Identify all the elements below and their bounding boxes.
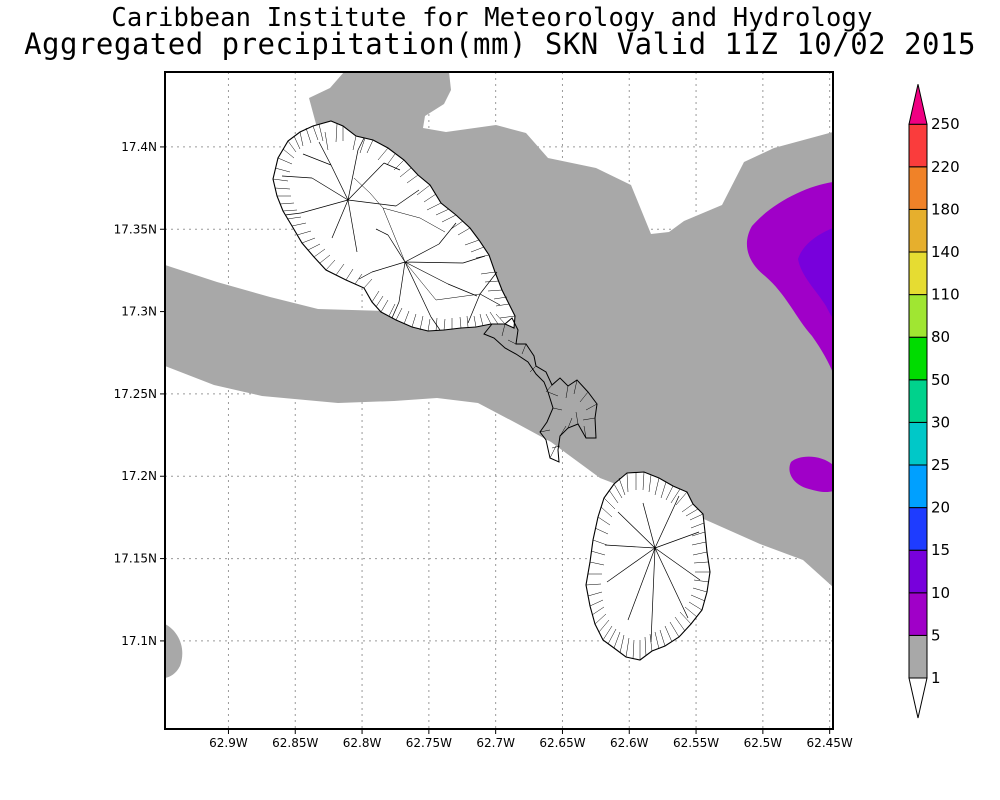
nevis-island — [585, 471, 711, 661]
y-tick-label: 17.15N — [114, 552, 157, 566]
light-rain-area — [165, 72, 833, 587]
legend-swatch — [908, 251, 928, 296]
legend-swatch-overflow — [908, 84, 928, 125]
x-tick-label: 62.6W — [610, 736, 649, 750]
y-tick-label: 17.1N — [121, 634, 157, 648]
legend-label: 20 — [931, 499, 950, 517]
y-tick-label: 17.2N — [121, 469, 157, 483]
southeast-peninsula — [483, 317, 598, 463]
legend-swatch — [908, 677, 928, 719]
moderate-rain-area — [746, 182, 833, 373]
legend-swatch — [908, 592, 928, 636]
plot-frame — [164, 71, 834, 730]
legend-swatch — [908, 336, 928, 381]
legend-label: 1 — [931, 669, 941, 687]
x-axis: 62.9W 62.85W 62.8W 62.75W 62.7W 62.65W 62.6W 62… — [209, 729, 853, 750]
legend-swatch — [908, 379, 928, 423]
legend-swatch — [908, 549, 928, 594]
legend-swatch — [908, 634, 928, 679]
legend-label: 110 — [931, 286, 960, 304]
legend-swatch — [908, 294, 928, 338]
legend-label: 10 — [931, 584, 950, 602]
x-tick-label: 62.9W — [209, 736, 248, 750]
legend-label: 5 — [931, 626, 941, 644]
legend-label: 30 — [931, 413, 950, 431]
y-tick-label: 17.3N — [121, 305, 157, 319]
light-rain-corner — [165, 624, 183, 678]
legend-label: 15 — [931, 541, 950, 559]
chart-title-line-1: Caribbean Institute for Meteorology and … — [111, 3, 873, 33]
x-tick-label: 62.55W — [673, 736, 719, 750]
legend-label: 250 — [931, 115, 960, 133]
legend-label: 220 — [931, 158, 960, 176]
legend-label: 140 — [931, 243, 960, 261]
legend-swatch — [908, 208, 928, 253]
y-tick-label: 17.25N — [114, 387, 157, 401]
legend-swatch — [908, 421, 928, 466]
x-tick-label: 62.8W — [343, 736, 382, 750]
x-tick-label: 62.5W — [744, 736, 783, 750]
st-kitts-island — [272, 120, 516, 332]
x-tick-label: 62.65W — [539, 736, 585, 750]
x-tick-label: 62.45W — [807, 736, 853, 750]
legend-label: 180 — [931, 200, 960, 218]
legend-label: 80 — [931, 328, 950, 346]
legend-swatch — [908, 123, 928, 168]
y-tick-label: 17.4N — [121, 140, 157, 154]
legend-swatch — [908, 507, 928, 551]
x-tick-label: 62.85W — [272, 736, 318, 750]
legend-label: 25 — [931, 456, 950, 474]
precipitation-field — [165, 72, 833, 678]
legend-swatch — [908, 464, 928, 509]
chart-title-line-2: Aggregated precipitation(mm) SKN Valid 1… — [24, 27, 976, 61]
legend-label: 50 — [931, 371, 950, 389]
heavy-rain-core — [798, 228, 833, 318]
y-axis: 17.4N 17.35N 17.3N 17.25N 17.2N 17.15N 17.1N — [114, 140, 165, 648]
y-tick-label: 17.35N — [114, 222, 157, 236]
legend-swatch — [908, 166, 928, 210]
x-tick-label: 62.75W — [406, 736, 452, 750]
moderate-rain-patch — [789, 456, 833, 493]
x-tick-label: 62.7W — [476, 736, 515, 750]
